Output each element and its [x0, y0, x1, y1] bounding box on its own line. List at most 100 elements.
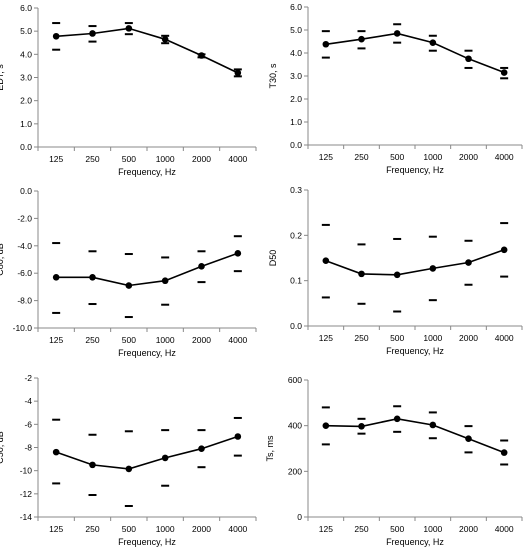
y-tick-label: 5.0 — [290, 25, 302, 35]
data-point — [393, 415, 401, 423]
data-point — [52, 274, 60, 281]
y-tick-label: -14 — [20, 512, 33, 522]
x-tick-label: 250 — [354, 524, 368, 534]
data-point — [234, 433, 242, 440]
x-axis-title: Frequency, Hz — [118, 348, 176, 358]
chart-panel-3: -10.0 -8.0 -6.0 -4.0 -2.0 0.0 125 250 500 1000 200… — [0, 186, 257, 358]
x-axis-title: Frequency, Hz — [386, 537, 444, 547]
x-tick-label: 500 — [390, 333, 404, 343]
y-tick-label: 3.0 — [290, 71, 302, 81]
data-point — [52, 448, 60, 456]
data-point — [358, 35, 365, 43]
y-tick-label: 2.0 — [20, 96, 32, 106]
y-tick-label: 1.0 — [290, 117, 302, 127]
x-tick-label: 125 — [49, 524, 63, 534]
x-tick-label: 500 — [390, 152, 404, 162]
y-tick-label: 0.0 — [20, 186, 32, 196]
series-line — [325, 249, 505, 276]
data-point — [465, 435, 472, 442]
x-tick-label: 2000 — [459, 333, 478, 343]
y-tick-label: 0.0 — [290, 140, 302, 150]
x-tick-label: 125 — [319, 524, 333, 534]
x-tick-label: 500 — [122, 154, 136, 164]
x-tick-label: 2000 — [192, 524, 211, 534]
data-point — [198, 52, 205, 59]
data-point — [322, 422, 330, 429]
y-axis-title: T30, s — [268, 63, 278, 89]
x-tick-label: 1000 — [156, 335, 175, 345]
y-tick-label: 6.0 — [290, 2, 302, 12]
x-tick-label: 2000 — [192, 154, 211, 164]
x-tick-label: 125 — [49, 154, 63, 164]
x-tick-label: 1000 — [156, 154, 175, 164]
data-point — [465, 55, 472, 63]
x-tick-label: 500 — [390, 524, 404, 534]
data-point — [393, 30, 401, 37]
y-tick-label: -4 — [24, 396, 32, 406]
data-point — [322, 40, 330, 48]
data-point — [89, 461, 96, 469]
x-axis-title: Frequency, Hz — [118, 167, 176, 177]
y-tick-label: -6.0 — [17, 268, 32, 278]
chart-panel-2: 0.0 1.0 2.0 3.0 4.0 5.0 6.0 125 250 500 1000 2000 40… — [268, 2, 523, 175]
data-point — [465, 259, 472, 266]
y-tick-label: -2 — [24, 373, 32, 383]
x-tick-label: 1000 — [156, 524, 175, 534]
data-point — [358, 423, 365, 430]
data-point — [429, 421, 437, 429]
series-line — [325, 32, 505, 74]
x-tick-label: 1000 — [423, 152, 442, 162]
data-point — [125, 282, 133, 289]
y-tick-label: 0.0 — [290, 321, 302, 331]
x-tick-label: 250 — [85, 335, 99, 345]
chart-panel-5: -14 -12 -10 -8 -6 -4 -2 125 250 500 1000 2000 4000 Fr… — [0, 373, 257, 547]
y-tick-label: 200 — [288, 466, 302, 476]
data-point — [198, 445, 205, 452]
data-point — [161, 35, 169, 43]
y-tick-label: 4.0 — [20, 49, 32, 59]
x-tick-label: 250 — [354, 333, 368, 343]
y-tick-label: -6 — [24, 419, 32, 429]
data-point — [125, 25, 133, 32]
data-point — [52, 32, 60, 40]
series-line — [56, 27, 239, 74]
y-axis-title: C50, dB — [0, 431, 5, 464]
y-tick-label: -12 — [20, 489, 33, 499]
data-point — [322, 257, 330, 265]
x-tick-label: 2000 — [192, 335, 211, 345]
x-tick-label: 125 — [319, 333, 333, 343]
y-tick-label: 6.0 — [20, 3, 32, 13]
data-point — [198, 263, 205, 270]
data-point — [89, 274, 96, 281]
x-axis-title: Frequency, Hz — [386, 165, 444, 175]
x-tick-label: 4000 — [228, 335, 247, 345]
y-tick-label: -4.0 — [17, 241, 32, 251]
chart-panel-1: 0.0 1.0 2.0 3.0 4.0 5.0 6.0 125 250 500 1000 2000 40… — [0, 3, 257, 177]
y-tick-label: -10 — [20, 466, 33, 476]
x-tick-label: 250 — [85, 524, 99, 534]
x-axis-title: Frequency, Hz — [118, 537, 176, 547]
x-tick-label: 250 — [354, 152, 368, 162]
y-axis-title: D50 — [268, 250, 278, 267]
x-tick-label: 2000 — [459, 524, 478, 534]
x-tick-label: 4000 — [228, 154, 247, 164]
x-tick-label: 4000 — [495, 524, 514, 534]
y-tick-label: -8 — [24, 443, 32, 453]
y-tick-label: -8.0 — [17, 296, 32, 306]
y-tick-label: 600 — [288, 375, 302, 385]
y-tick-label: -10.0 — [13, 323, 33, 333]
y-tick-label: 3.0 — [20, 73, 32, 83]
data-point — [161, 454, 169, 462]
x-tick-label: 1000 — [423, 333, 442, 343]
y-tick-label: 0.1 — [290, 276, 302, 286]
x-tick-label: 2000 — [459, 152, 478, 162]
y-tick-label: 0.3 — [290, 185, 302, 195]
data-point — [393, 271, 401, 279]
data-point — [161, 277, 169, 285]
y-tick-label: -2.0 — [17, 213, 32, 223]
x-tick-label: 500 — [122, 335, 136, 345]
data-point — [429, 265, 437, 272]
x-tick-label: 4000 — [495, 333, 514, 343]
